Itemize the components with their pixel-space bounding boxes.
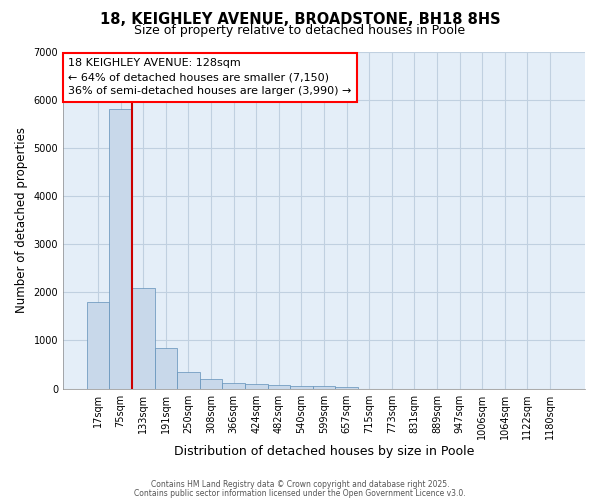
Y-axis label: Number of detached properties: Number of detached properties [15, 127, 28, 313]
Text: Contains HM Land Registry data © Crown copyright and database right 2025.: Contains HM Land Registry data © Crown c… [151, 480, 449, 489]
Bar [155, 348, 177, 389]
Text: Contains public sector information licensed under the Open Government Licence v3: Contains public sector information licen… [134, 488, 466, 498]
Bar [245, 384, 268, 388]
Bar [109, 110, 132, 388]
Bar [87, 302, 109, 388]
Text: Size of property relative to detached houses in Poole: Size of property relative to detached ho… [134, 24, 466, 37]
Bar [313, 386, 335, 388]
Text: 18, KEIGHLEY AVENUE, BROADSTONE, BH18 8HS: 18, KEIGHLEY AVENUE, BROADSTONE, BH18 8H… [100, 12, 500, 28]
Text: 18 KEIGHLEY AVENUE: 128sqm
← 64% of detached houses are smaller (7,150)
36% of s: 18 KEIGHLEY AVENUE: 128sqm ← 64% of deta… [68, 58, 352, 96]
Bar [335, 387, 358, 388]
Bar [268, 385, 290, 388]
Bar [223, 383, 245, 388]
Bar [132, 288, 155, 388]
Bar [200, 379, 223, 388]
X-axis label: Distribution of detached houses by size in Poole: Distribution of detached houses by size … [174, 444, 474, 458]
Bar [290, 386, 313, 388]
Bar [177, 372, 200, 388]
